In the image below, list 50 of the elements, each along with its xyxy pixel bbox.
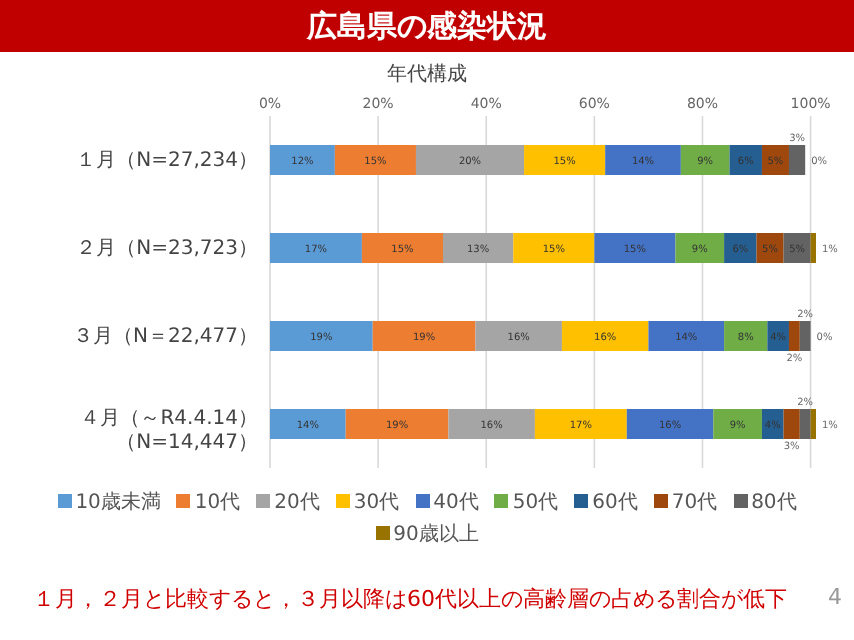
- bar: [810, 409, 816, 439]
- bar: [724, 233, 757, 263]
- bar: [475, 321, 562, 351]
- legend-label: 30代: [351, 490, 400, 516]
- legend-label: 10歳未満: [73, 489, 161, 516]
- legend-label: 60代: [590, 490, 638, 516]
- text: 4: [828, 584, 842, 610]
- bar: [270, 145, 335, 175]
- bar: [270, 409, 346, 439]
- legend-label: 50代: [510, 490, 559, 516]
- bar: [334, 145, 416, 175]
- bar: [524, 145, 606, 175]
- bar: [626, 409, 714, 439]
- bar: [675, 233, 725, 263]
- chart-title: 広島県の感染状況: [0, 0, 854, 52]
- bar: [442, 233, 514, 263]
- bar: [605, 145, 681, 175]
- bar: [361, 233, 443, 263]
- bar: [561, 321, 649, 351]
- bar: [270, 233, 362, 263]
- bar: [448, 409, 535, 439]
- y-tick-label: １月（N=27,234）: [76, 150, 258, 172]
- bar: [594, 233, 676, 263]
- bar: [648, 321, 725, 351]
- bar: [783, 409, 800, 439]
- bar: [810, 233, 816, 263]
- y-tick-label: ２月（N=23,723）: [76, 238, 258, 260]
- bar: [270, 321, 373, 351]
- bar: [799, 321, 811, 351]
- bar: [680, 145, 730, 175]
- legend-label: 80代: [749, 490, 797, 516]
- chart-subtitle: 年代構成: [385, 61, 469, 88]
- legend-label: 40代: [431, 490, 479, 516]
- y-tick-label: ３月（N＝22,477）: [73, 326, 258, 348]
- bar: [513, 233, 595, 263]
- legend-label: 10代: [192, 490, 241, 516]
- bar: [345, 409, 449, 439]
- bar: [788, 321, 800, 351]
- legend-label: 90歳以上: [391, 521, 479, 548]
- bar: [534, 409, 627, 439]
- bar: [788, 145, 806, 175]
- bar: [713, 409, 762, 439]
- y-tick-label: ４月（～R4.4.14）（N=14,447）: [80, 408, 258, 454]
- legend-label: 70代: [669, 490, 718, 516]
- bar: [372, 321, 476, 351]
- text: １月，２月と比較すると，３月以降は60代以上の高齢層の占める割合が低下: [31, 584, 789, 614]
- bar: [724, 321, 768, 351]
- bar: [799, 409, 811, 439]
- bar: [415, 145, 525, 175]
- legend-label: 20代: [272, 490, 320, 516]
